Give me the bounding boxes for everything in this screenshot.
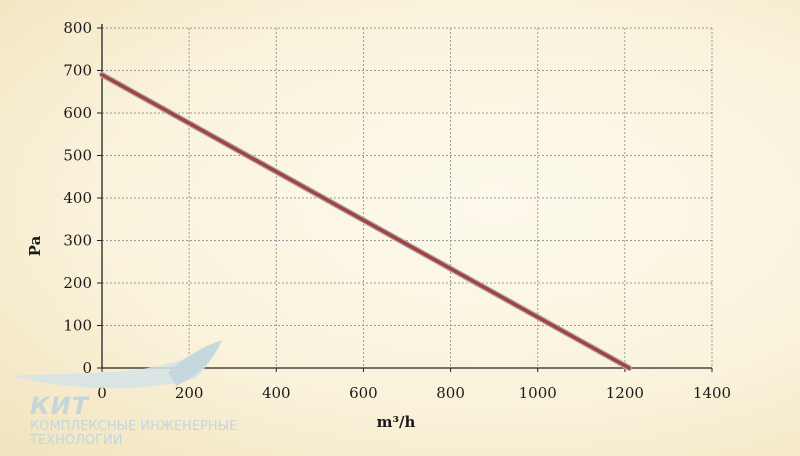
y-tick-label: 300 — [63, 232, 92, 250]
x-tick-label: 0 — [97, 384, 107, 402]
y-tick-label: 400 — [63, 189, 92, 207]
logo-brand: КИТ — [30, 392, 90, 420]
x-tick-label: 200 — [175, 384, 204, 402]
x-axis-title: m³/h — [377, 413, 416, 431]
logo-swoosh-icon — [12, 340, 222, 389]
y-tick-label: 0 — [82, 359, 92, 377]
x-tick-label: 600 — [349, 384, 378, 402]
axes — [101, 24, 712, 369]
x-tick-label: 800 — [436, 384, 465, 402]
logo-wing-icon — [168, 340, 222, 386]
y-tick-label: 800 — [63, 19, 92, 37]
y-tick-label: 200 — [63, 274, 92, 292]
y-axis-title: Pa — [26, 235, 44, 256]
x-tick-label: 1200 — [606, 384, 644, 402]
series-layer — [99, 71, 633, 371]
y-tick-label: 100 — [63, 317, 92, 335]
x-axis-ticks: 0 200 400 600 800 1000 1200 1400 — [97, 368, 731, 402]
company-logo: КИТ КОМПЛЕКСНЫЕ ИНЖЕНЕРНЫЕ ТЕХНОЛОГИИ — [12, 340, 237, 448]
y-tick-label: 700 — [63, 62, 92, 80]
y-tick-label: 600 — [63, 104, 92, 122]
y-tick-label: 500 — [63, 147, 92, 165]
logo-tagline-2: ТЕХНОЛОГИИ — [29, 433, 122, 448]
x-tick-label: 400 — [262, 384, 291, 402]
grid — [102, 27, 713, 368]
series-line — [100, 73, 631, 370]
x-tick-label: 1400 — [693, 384, 731, 402]
x-tick-label: 1000 — [519, 384, 557, 402]
logo-tagline-1: КОМПЛЕКСНЫЕ ИНЖЕНЕРНЫЕ — [30, 419, 237, 434]
y-axis-ticks: 0 100 200 300 400 500 600 700 800 — [63, 19, 102, 377]
